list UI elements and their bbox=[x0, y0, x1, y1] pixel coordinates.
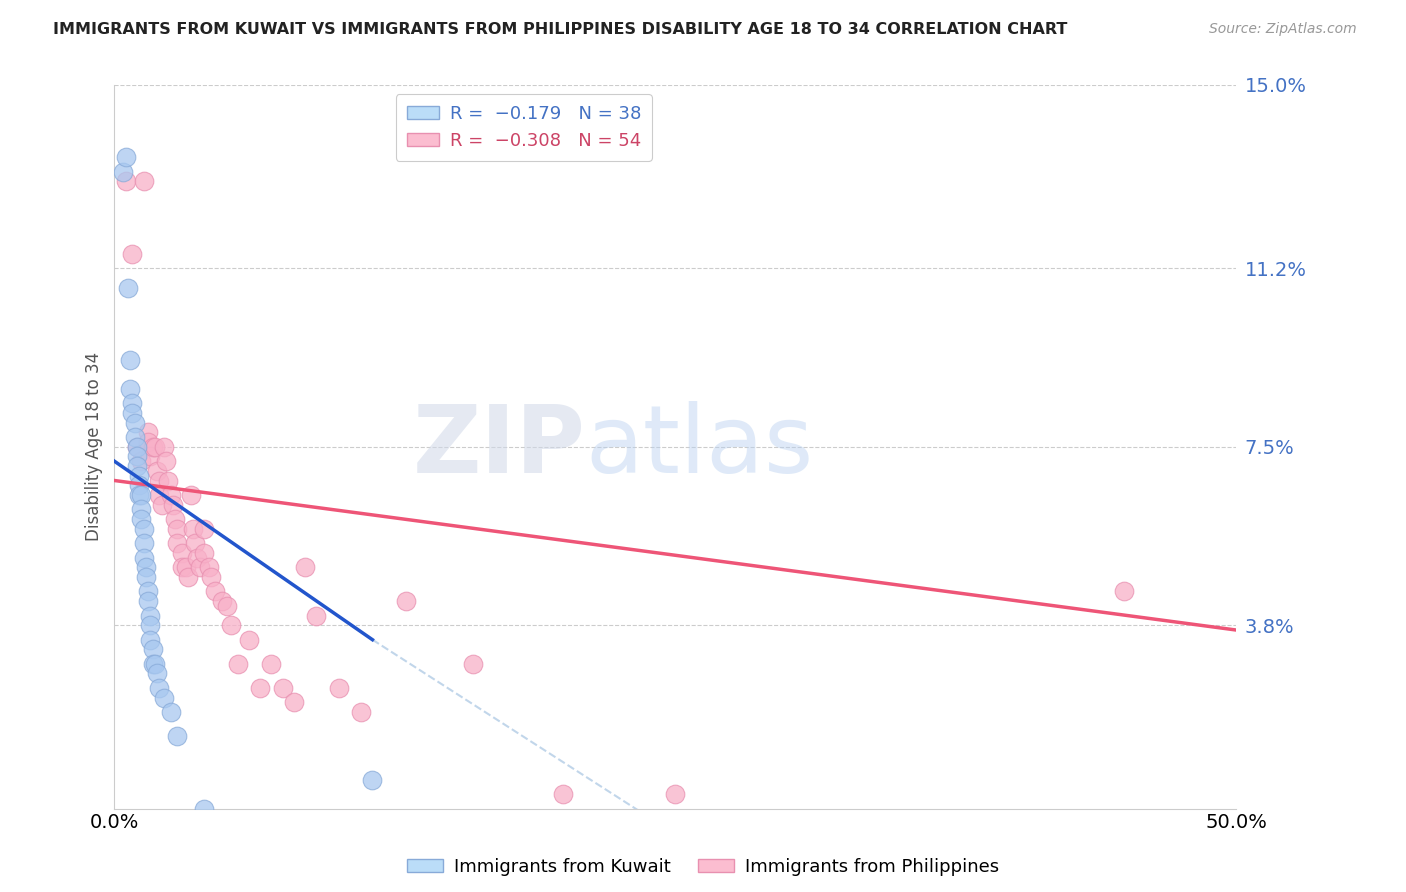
Point bbox=[361, 772, 384, 787]
Point bbox=[139, 632, 162, 647]
Point bbox=[121, 396, 143, 410]
Point bbox=[174, 560, 197, 574]
Point bbox=[238, 632, 260, 647]
Point bbox=[136, 584, 159, 599]
Point bbox=[114, 174, 136, 188]
Point bbox=[121, 406, 143, 420]
Point bbox=[350, 705, 373, 719]
Point bbox=[139, 618, 162, 632]
Point bbox=[155, 454, 177, 468]
Point bbox=[152, 440, 174, 454]
Point bbox=[294, 560, 316, 574]
Point bbox=[283, 695, 305, 709]
Point bbox=[148, 488, 170, 502]
Text: atlas: atlas bbox=[586, 401, 814, 492]
Point bbox=[197, 560, 219, 574]
Text: IMMIGRANTS FROM KUWAIT VS IMMIGRANTS FROM PHILIPPINES DISABILITY AGE 18 TO 34 CO: IMMIGRANTS FROM KUWAIT VS IMMIGRANTS FRO… bbox=[53, 22, 1067, 37]
Point bbox=[193, 522, 215, 536]
Point bbox=[181, 522, 204, 536]
Point bbox=[142, 642, 165, 657]
Point bbox=[150, 498, 173, 512]
Point bbox=[163, 512, 186, 526]
Point bbox=[131, 488, 153, 502]
Point bbox=[131, 502, 153, 516]
Point bbox=[260, 657, 283, 671]
Point bbox=[170, 546, 193, 560]
Point bbox=[125, 440, 148, 454]
Point bbox=[211, 594, 233, 608]
Point bbox=[135, 570, 157, 584]
Point bbox=[193, 801, 215, 815]
Point bbox=[121, 247, 143, 261]
Point bbox=[120, 382, 142, 396]
Point bbox=[132, 550, 155, 565]
Point bbox=[128, 478, 150, 492]
Point bbox=[132, 522, 155, 536]
Point bbox=[200, 570, 222, 584]
Point bbox=[128, 488, 150, 502]
Point bbox=[215, 599, 238, 613]
Point bbox=[131, 512, 153, 526]
Point bbox=[184, 536, 207, 550]
Text: Source: ZipAtlas.com: Source: ZipAtlas.com bbox=[1209, 22, 1357, 37]
Point bbox=[328, 681, 350, 695]
Point bbox=[132, 536, 155, 550]
Point bbox=[128, 468, 150, 483]
Point bbox=[120, 352, 142, 367]
Point bbox=[162, 498, 184, 512]
Point bbox=[463, 657, 485, 671]
Point bbox=[166, 522, 188, 536]
Point bbox=[139, 608, 162, 623]
Legend: R =  −0.179   N = 38, R =  −0.308   N = 54: R = −0.179 N = 38, R = −0.308 N = 54 bbox=[395, 94, 652, 161]
Point bbox=[177, 570, 200, 584]
Point bbox=[124, 430, 146, 444]
Point bbox=[124, 416, 146, 430]
Point bbox=[170, 560, 193, 574]
Point bbox=[226, 657, 249, 671]
Point bbox=[395, 594, 418, 608]
Point bbox=[136, 425, 159, 440]
Point bbox=[117, 280, 139, 294]
Point bbox=[143, 440, 166, 454]
Point bbox=[143, 657, 166, 671]
Point bbox=[152, 690, 174, 705]
Point bbox=[142, 657, 165, 671]
Point bbox=[180, 488, 202, 502]
Point bbox=[204, 584, 226, 599]
Point bbox=[249, 681, 271, 695]
Point bbox=[131, 454, 153, 468]
Point bbox=[125, 440, 148, 454]
Point bbox=[159, 488, 181, 502]
Point bbox=[157, 474, 180, 488]
Point bbox=[142, 440, 165, 454]
Point bbox=[664, 787, 686, 801]
Point bbox=[166, 729, 188, 743]
Point bbox=[305, 608, 328, 623]
Point bbox=[553, 787, 575, 801]
Point bbox=[166, 536, 188, 550]
Legend: Immigrants from Kuwait, Immigrants from Philippines: Immigrants from Kuwait, Immigrants from … bbox=[399, 851, 1007, 883]
Point bbox=[112, 165, 135, 179]
Point bbox=[186, 550, 208, 565]
Point bbox=[1114, 584, 1136, 599]
Point bbox=[136, 594, 159, 608]
Point bbox=[219, 618, 242, 632]
Point bbox=[125, 458, 148, 473]
Point bbox=[139, 450, 162, 464]
Point bbox=[136, 434, 159, 449]
Point bbox=[148, 681, 170, 695]
Point bbox=[148, 474, 170, 488]
Point bbox=[146, 464, 169, 478]
Text: ZIP: ZIP bbox=[413, 401, 586, 492]
Point bbox=[271, 681, 294, 695]
Point bbox=[159, 705, 181, 719]
Point bbox=[135, 560, 157, 574]
Y-axis label: Disability Age 18 to 34: Disability Age 18 to 34 bbox=[86, 352, 103, 541]
Point bbox=[125, 450, 148, 464]
Point bbox=[114, 150, 136, 164]
Point bbox=[188, 560, 211, 574]
Point bbox=[132, 174, 155, 188]
Point bbox=[193, 546, 215, 560]
Point bbox=[146, 666, 169, 681]
